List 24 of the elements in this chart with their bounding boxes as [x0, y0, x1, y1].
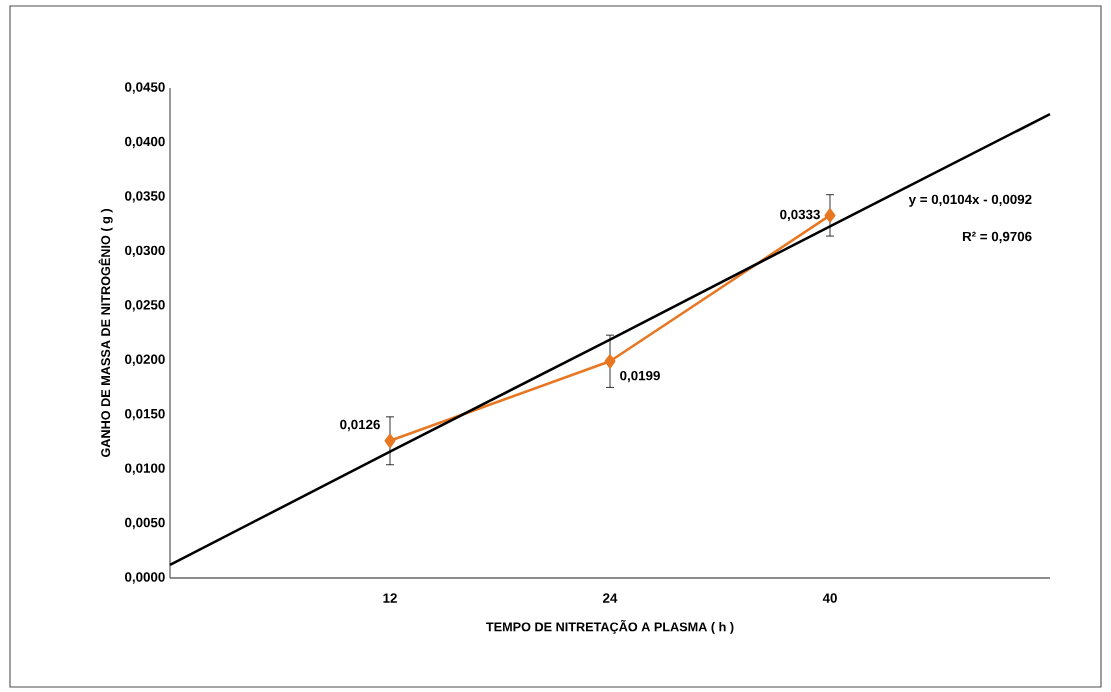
y-tick-label: 0,0350 [125, 191, 165, 203]
y-tick-label: 0,0100 [125, 463, 165, 475]
y-tick-label: 0,0300 [125, 245, 165, 258]
data-label: 0,0333 [780, 209, 820, 222]
y-tick-label: 0,0050 [125, 517, 165, 530]
point [824, 208, 836, 223]
annotation: y = 0,0104x - 0,0092 [908, 194, 1032, 207]
y-tick-label: 0,0400 [125, 136, 165, 149]
x-tick-label: 40 [822, 593, 837, 603]
y-tick-label: 0,0150 [125, 408, 165, 421]
y-tick-label: 0,0450 [125, 82, 165, 94]
y-axis-title: GANHO DE MASSA DE NITROGÊNIO ( g ) [98, 209, 113, 458]
y-tick-label: 0,0000 [125, 572, 165, 584]
point [384, 433, 396, 448]
data-label: 0,0126 [340, 419, 380, 432]
annotation: R² = 0,9706 [962, 231, 1032, 244]
y-tick-label: 0,0250 [125, 300, 165, 312]
data-label: 0,0199 [620, 370, 660, 383]
point [604, 354, 616, 369]
x-tick-label: 24 [603, 593, 618, 603]
line-series [168, 112, 1052, 567]
x-tick-label: 12 [383, 593, 397, 603]
y-tick-label: 0,0200 [125, 354, 165, 366]
x-axis-title: TEMPO DE NITRETAÇÃO A PLASMA ( h ) [486, 619, 734, 634]
